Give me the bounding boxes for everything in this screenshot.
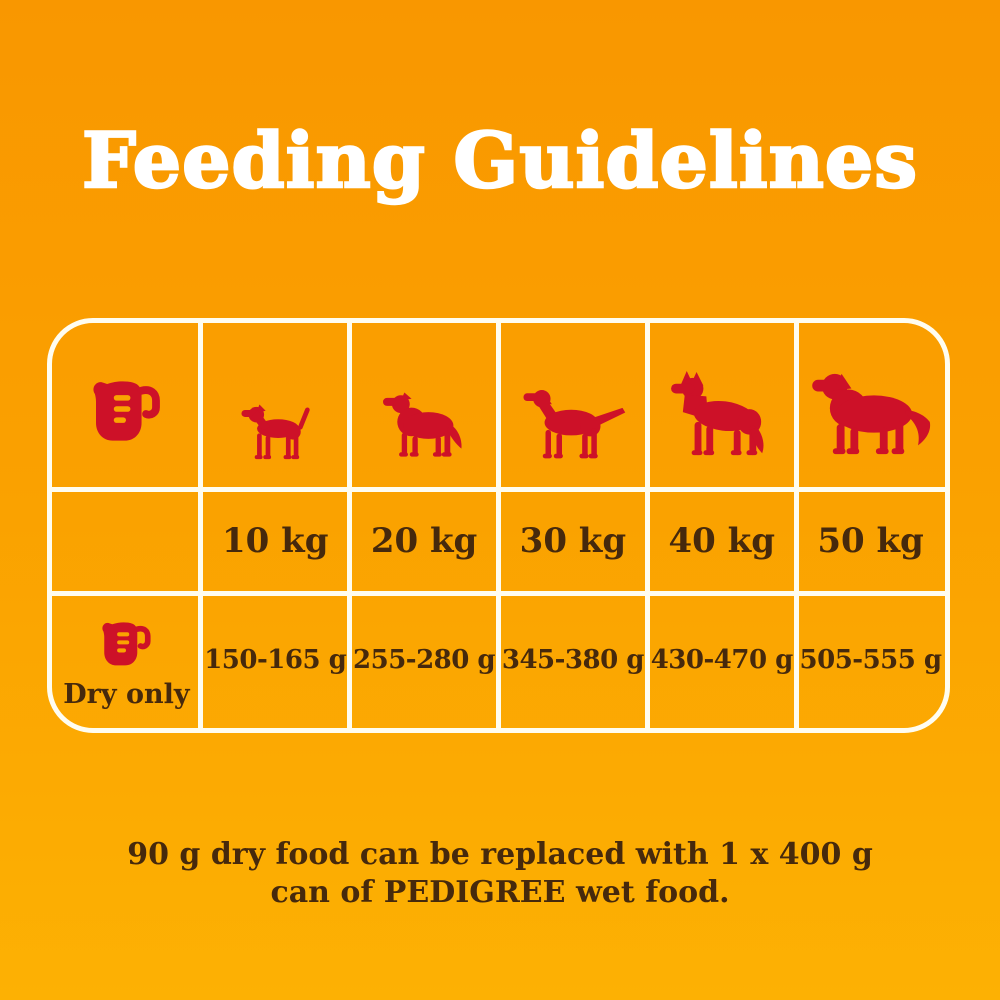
table-grid-line-vertical [347, 323, 353, 728]
dry-amount: 430-470 g [650, 645, 794, 675]
feeding-guidelines-table: 10 kg 20 kg 30 kg 40 kg 50 kg Dry only 1… [47, 318, 950, 733]
dog-50kg-icon [811, 373, 930, 455]
table-cell-empty [52, 489, 201, 592]
table-cell-dog-30kg [498, 323, 647, 489]
table-cell-measuring-cup [52, 323, 201, 489]
dry-amount: 255-280 g [353, 645, 496, 675]
dog-30kg-icon [523, 390, 626, 459]
measuring-cup-icon [93, 381, 161, 441]
measuring-cup-icon [102, 621, 151, 665]
dry-amount: 505-555 g [799, 645, 943, 675]
weight-label: 40 kg [668, 520, 775, 561]
weight-label: 20 kg [370, 520, 478, 561]
table-grid-line-vertical [644, 323, 650, 728]
dry-only-label: Dry only [63, 678, 190, 710]
dog-20kg-icon [383, 392, 462, 457]
table-grid-line-horizontal [52, 591, 945, 596]
weight-label: 50 kg [817, 520, 924, 561]
table-cell-dog-10kg [201, 323, 350, 489]
table-cell-dog-40kg [647, 323, 796, 489]
dog-40kg-icon [670, 370, 764, 456]
table-grid: 10 kg 20 kg 30 kg 40 kg 50 kg Dry only 1… [52, 323, 945, 728]
footer-line-1: 90 g dry food can be replaced with 1 x 4… [127, 837, 873, 872]
dry-amount: 150-165 g [204, 645, 347, 675]
weight-label: 30 kg [519, 520, 627, 561]
footer-note: 90 g dry food can be replaced with 1 x 4… [0, 836, 1000, 913]
weight-label: 10 kg [222, 520, 329, 561]
table-cell-dog-20kg [350, 323, 499, 489]
table-grid-line-vertical [793, 323, 799, 728]
dog-10kg-icon [241, 404, 310, 460]
table-grid-line-vertical [198, 323, 204, 728]
footer-line-2: can of PEDIGREE wet food. [270, 875, 730, 911]
table-cell-dog-50kg [796, 323, 945, 489]
table-grid-line-vertical [496, 323, 501, 728]
table-cell-dry-only: Dry only [52, 592, 201, 728]
table-grid-line-horizontal [52, 487, 945, 492]
page-title: Feeding Guidelines [81, 115, 919, 207]
dry-amount: 345-380 g [501, 645, 645, 675]
